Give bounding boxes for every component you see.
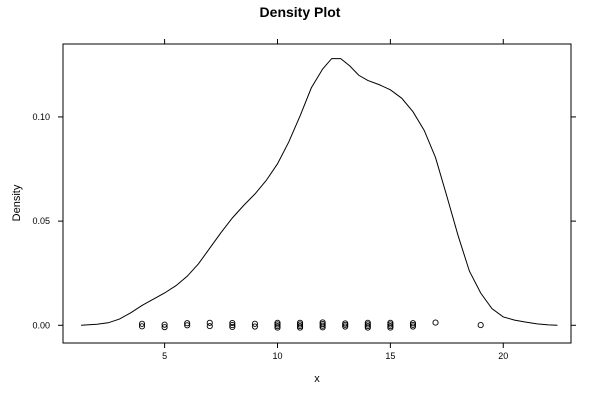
data-point: [274, 321, 281, 328]
axis-ticks: [58, 39, 576, 348]
data-point: [138, 320, 146, 327]
x-axis-label: x: [314, 373, 320, 385]
data-point: [387, 324, 394, 331]
data-point: [251, 323, 258, 330]
data-point: [297, 324, 304, 331]
x-tick-label: 20: [498, 351, 508, 361]
data-point: [477, 322, 484, 329]
data-point: [409, 321, 417, 328]
data-point: [138, 323, 146, 330]
x-tick-label: 15: [385, 351, 395, 361]
data-point: [364, 321, 371, 328]
data-point: [387, 321, 394, 328]
data-point: [342, 321, 349, 328]
x-tick-label: 5: [162, 351, 167, 361]
x-tick-label: 10: [272, 351, 282, 361]
data-point: [251, 320, 258, 327]
data-point: [184, 320, 191, 327]
data-point: [274, 324, 281, 331]
data-point: [319, 322, 326, 329]
data-point: [319, 324, 326, 331]
y-axis-label: Density: [11, 184, 23, 221]
data-point: [206, 323, 213, 330]
density-curve: [81, 58, 558, 326]
data-point: [229, 322, 236, 329]
data-point: [342, 323, 349, 330]
plot-frame: [62, 43, 572, 344]
data-point: [297, 321, 304, 328]
data-point: [229, 323, 236, 331]
data-point: [206, 319, 213, 326]
data-point: [229, 319, 236, 327]
data-point: [161, 324, 168, 331]
y-tick-label: 0.05: [32, 216, 50, 226]
data-point: [364, 324, 371, 331]
chart-title: Density Plot: [260, 4, 341, 20]
data-point: [319, 320, 326, 328]
data-point: [161, 321, 168, 328]
y-tick-label: 0.10: [32, 112, 50, 122]
plot-area: [81, 58, 558, 331]
data-point: [409, 323, 417, 330]
y-tick-label: 0.00: [32, 320, 50, 330]
data-point: [432, 319, 439, 326]
axis-tick-labels: 5 10 15 20 0.00 0.05 0.10: [32, 112, 508, 361]
data-point: [184, 322, 191, 329]
data-point: [409, 320, 417, 327]
